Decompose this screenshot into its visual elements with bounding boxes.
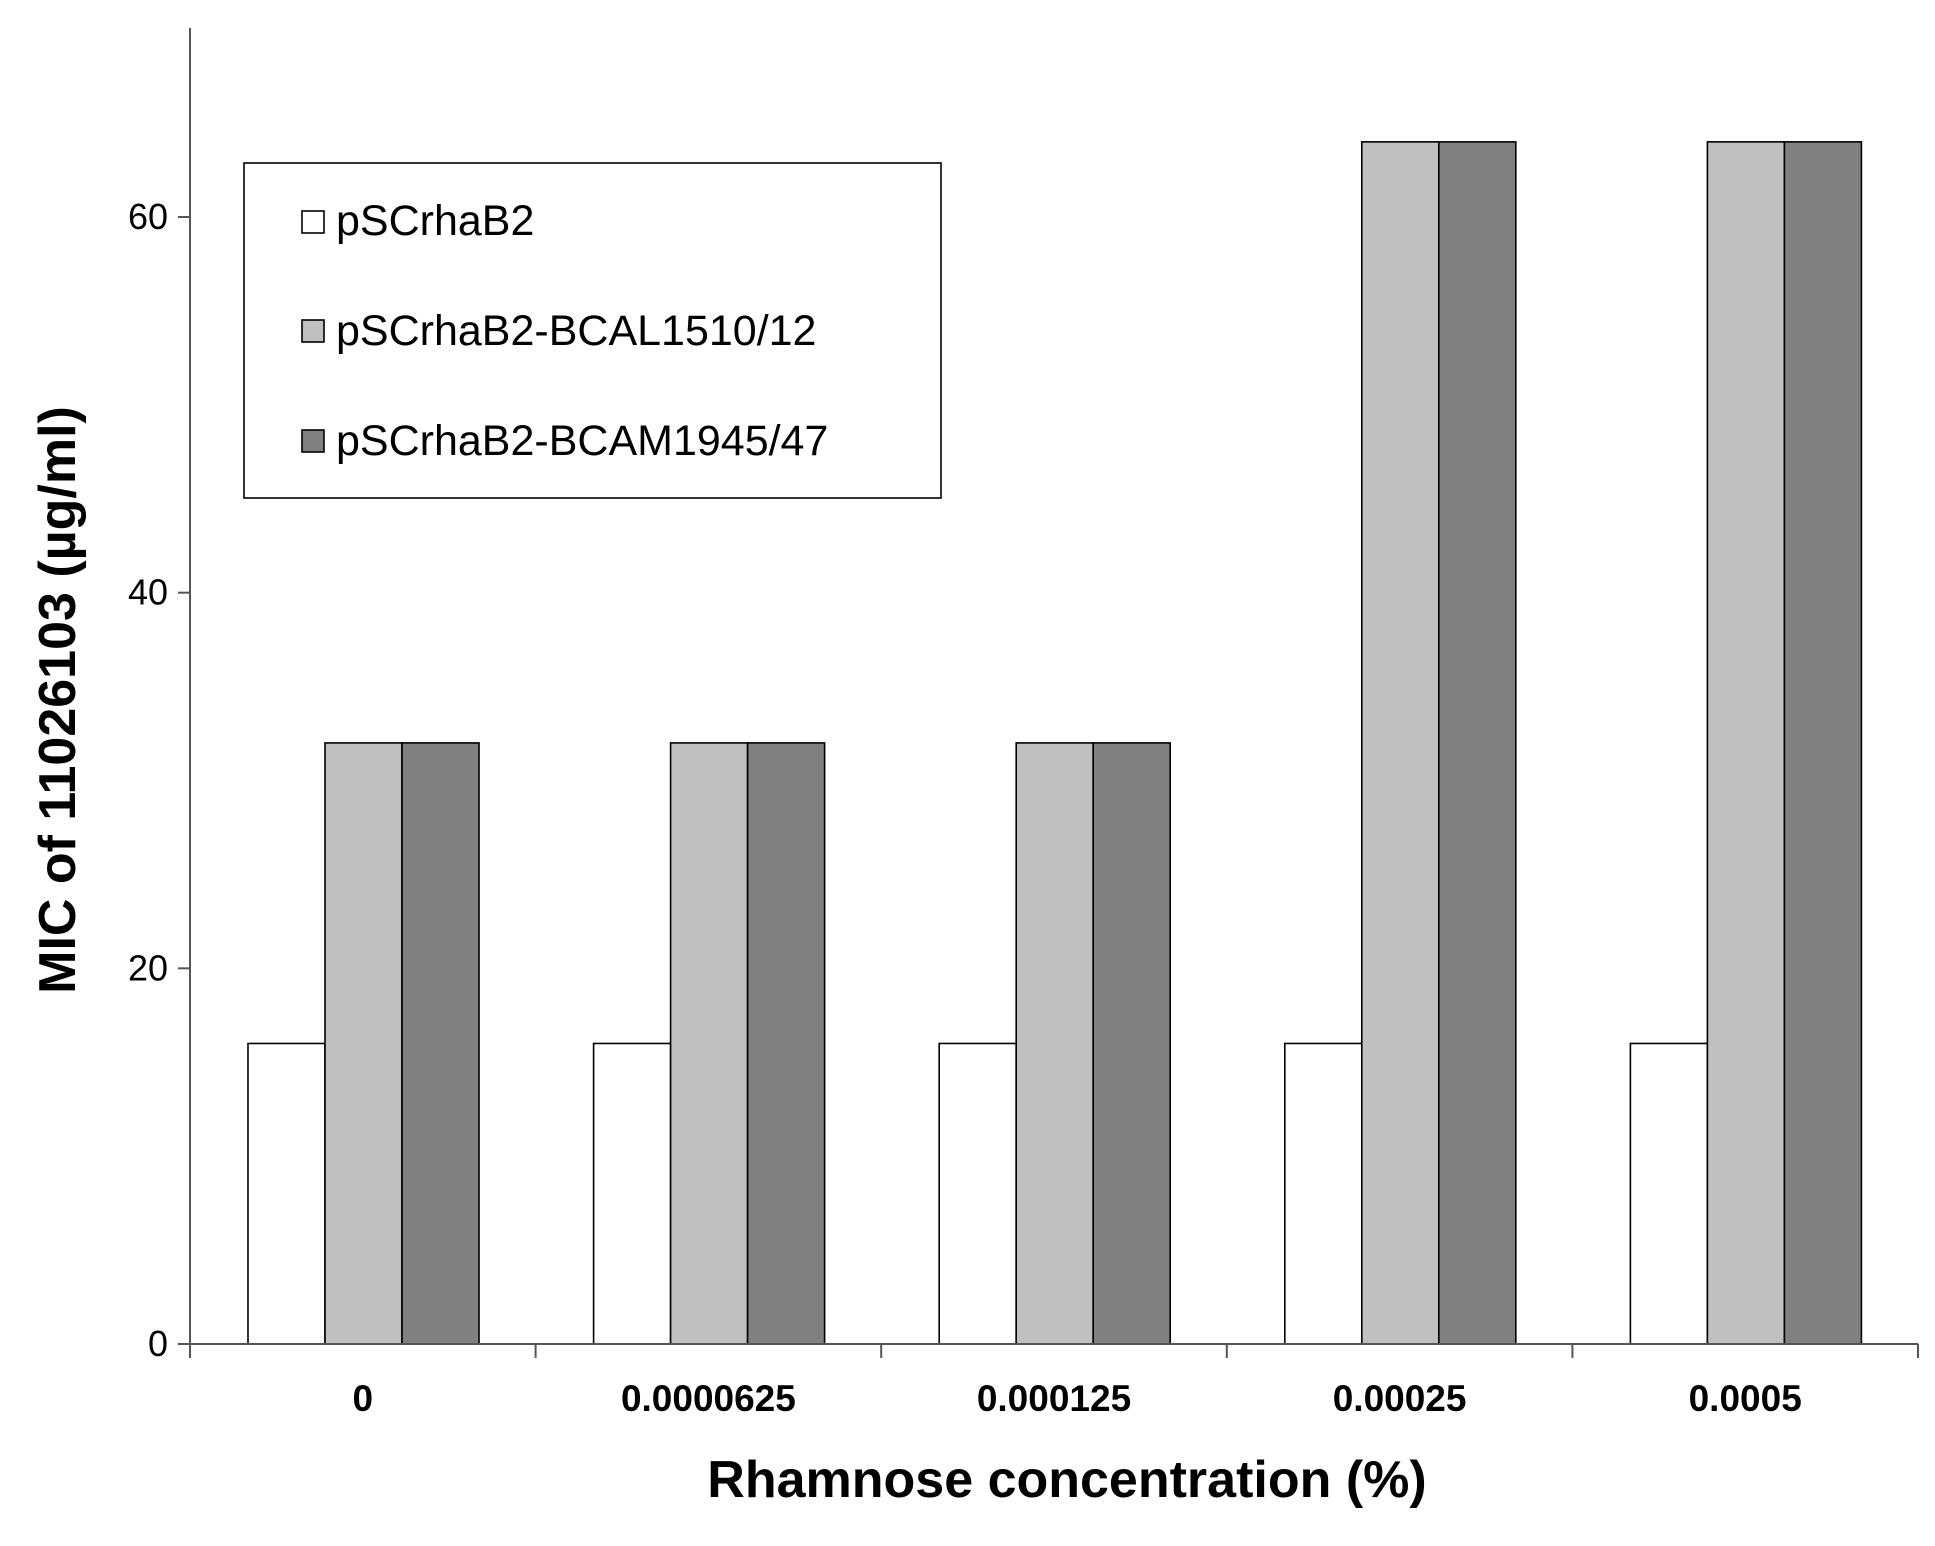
bar-2-cat-4 [1361, 141, 1440, 1345]
bar-3-cat-1 [401, 742, 480, 1345]
legend-swatch-pscrhab2 [301, 210, 325, 234]
bar-3-cat-3 [1092, 742, 1171, 1345]
bar-1-cat-2 [592, 1042, 672, 1345]
bar-1-cat-5 [1629, 1042, 1709, 1345]
legend-label-bcal1510: pSCrhaB2-BCAL1510/12 [336, 307, 816, 355]
y-tick-label-60: 60 [128, 196, 168, 237]
legend-label-bcam1945: pSCrhaB2-BCAM1945/47 [336, 417, 828, 465]
bar-1-cat-4 [1284, 1042, 1363, 1345]
bar-3-cat-4 [1438, 141, 1517, 1345]
bar-1-cat-3 [938, 1042, 1018, 1345]
y-tick-label-0: 0 [148, 1323, 168, 1364]
y-tick-label-20: 20 [128, 947, 168, 988]
x-category-label-5: 0.0005 [1689, 1378, 1802, 1419]
x-category-label-3: 0.000125 [977, 1378, 1131, 1419]
legend-box [243, 162, 942, 499]
bars-group [247, 141, 1863, 1345]
bar-2-cat-3 [1015, 742, 1095, 1345]
x-category-label-4: 0.00025 [1333, 1378, 1467, 1419]
x-axis-title: Rhamnose concentration (%) [707, 1451, 1426, 1509]
x-category-label-2: 0.0000625 [621, 1378, 796, 1419]
legend: pSCrhaB2 pSCrhaB2-BCAL1510/12 pSCrhaB2-B… [243, 162, 942, 499]
y-axis-title: MIC of 11026103 (µg/ml) [29, 406, 87, 994]
bar-1-cat-1 [247, 1042, 326, 1345]
axes-group [189, 28, 1918, 1345]
bar-2-cat-1 [324, 742, 403, 1345]
bar-3-cat-5 [1783, 141, 1863, 1345]
x-category-label-1: 0 [353, 1378, 374, 1419]
legend-swatch-bcal1510 [301, 319, 325, 343]
bar-2-cat-5 [1706, 141, 1786, 1345]
legend-swatch-bcam1945 [301, 429, 325, 453]
ticks-group: 0 20 40 60 0 0.0000625 0.000125 0.00025 0.0005 [128, 196, 1919, 1419]
y-tick-label-40: 40 [128, 572, 168, 613]
bar-3-cat-2 [746, 742, 826, 1345]
legend-label-pscrhab2: pSCrhaB2 [336, 197, 534, 245]
bar-2-cat-2 [669, 742, 749, 1345]
